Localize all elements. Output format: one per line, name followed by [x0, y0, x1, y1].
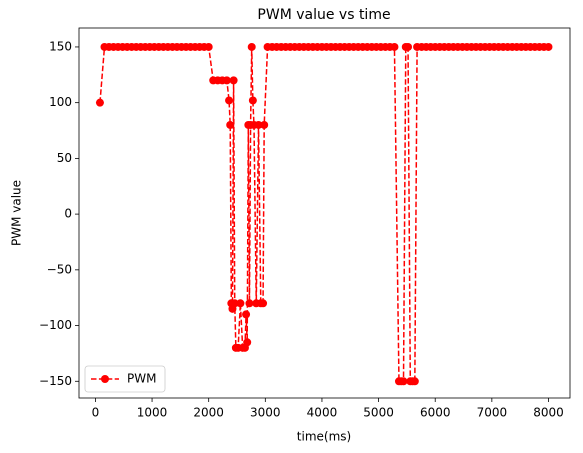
x-tick-label: 5000 — [363, 406, 394, 420]
point — [259, 299, 268, 308]
y-tick-label: −100 — [39, 318, 72, 332]
point — [248, 96, 257, 105]
point — [95, 98, 104, 107]
y-tick-label: 100 — [49, 95, 72, 109]
x-tick-label: 3000 — [250, 406, 281, 420]
x-tick-label: 1000 — [137, 406, 168, 420]
y-tick-label: 0 — [64, 207, 72, 221]
point — [254, 120, 263, 129]
x-tick-label: 8000 — [533, 406, 564, 420]
point — [245, 299, 254, 308]
point — [247, 42, 256, 51]
y-axis-label: PWM value — [10, 180, 24, 246]
plot-frame — [78, 27, 571, 399]
y-tick-label: 150 — [49, 39, 72, 53]
y-tick-label: 50 — [57, 151, 72, 165]
point — [544, 42, 553, 51]
x-tick-label: 7000 — [477, 406, 508, 420]
point — [404, 42, 413, 51]
point — [410, 377, 419, 386]
x-tick-label: 4000 — [307, 406, 338, 420]
point — [236, 299, 245, 308]
point — [204, 42, 213, 51]
y-tick-label: −150 — [39, 374, 72, 388]
point — [230, 299, 239, 308]
x-tick-label: 0 — [92, 406, 100, 420]
x-tick-label: 6000 — [420, 406, 451, 420]
point — [222, 76, 231, 85]
chart-title: PWM value vs time — [257, 7, 390, 23]
point — [390, 42, 399, 51]
legend-marker — [101, 375, 109, 383]
y-tick-label: −50 — [47, 262, 72, 276]
point — [243, 338, 252, 347]
legend-box — [84, 365, 166, 393]
legend-label: PWM — [127, 372, 156, 386]
point — [242, 310, 251, 319]
point — [260, 120, 269, 129]
point — [229, 76, 238, 85]
x-tick-label: 2000 — [193, 406, 224, 420]
point — [226, 120, 235, 129]
x-axis-label: time(ms) — [297, 430, 351, 444]
series-line — [99, 46, 549, 383]
point — [399, 377, 408, 386]
point — [225, 96, 234, 105]
